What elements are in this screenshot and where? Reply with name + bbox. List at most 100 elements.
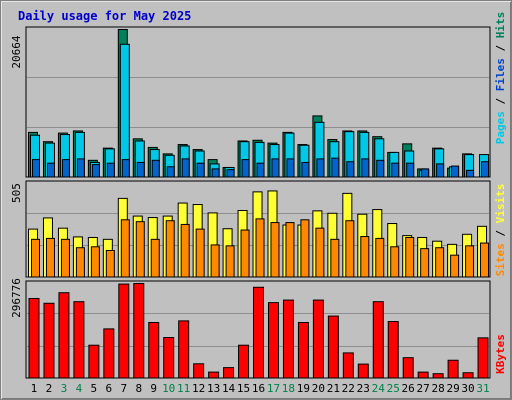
kbytes-bar [327, 315, 339, 379]
legend-separator: / [494, 230, 507, 237]
chart-title: Daily usage for May 2025 [18, 9, 191, 23]
kbytes-bar [178, 320, 190, 379]
pages-bar [346, 161, 355, 178]
kbytes-bar [253, 286, 265, 379]
pages-bar [136, 161, 145, 178]
kbytes-bar [432, 373, 444, 379]
top-panel-max-label: 20664 [10, 35, 23, 68]
pages-bar [166, 166, 175, 178]
pages-bar [241, 159, 250, 178]
day-label: 14 [222, 382, 236, 395]
sites-bar [420, 248, 430, 278]
pages-bar [226, 169, 235, 178]
sites-bar [345, 220, 355, 278]
legend-pages-files-hits: Pages / Files / Hits [494, 12, 507, 145]
kbytes-bar [103, 328, 115, 379]
pages-bar [196, 162, 205, 178]
kbytes-bar [372, 301, 384, 379]
kbytes-bar [477, 337, 489, 379]
kbytes-bar [163, 337, 175, 379]
pages-bar [76, 158, 85, 178]
sites-bar [465, 245, 475, 278]
legend-kbytes-label: KBytes [494, 334, 507, 374]
kbytes-bar [73, 301, 85, 379]
pages-bar [406, 162, 415, 178]
sites-bar [120, 219, 130, 278]
day-label: 8 [135, 382, 142, 395]
pages-bar [301, 161, 310, 178]
legend-pages: Pages [494, 111, 507, 144]
kbytes-bar [342, 352, 354, 379]
day-label: 18 [282, 382, 295, 395]
day-label: 31 [476, 382, 489, 395]
sites-bar [135, 221, 145, 278]
kbytes-bar [208, 371, 220, 379]
sites-bar [300, 219, 310, 278]
sites-bar [435, 247, 445, 278]
kbytes-bar [43, 302, 55, 379]
kbytes-bar [88, 344, 100, 379]
sites-bar [90, 246, 100, 278]
day-label: 10 [162, 382, 175, 395]
pages-bar [271, 158, 280, 178]
pages-bar [286, 158, 295, 178]
day-label: 24 [372, 382, 386, 395]
legend-sites-visits: Sites / Visits [494, 184, 507, 277]
pages-bar [466, 169, 475, 178]
kbytes-bar [312, 299, 324, 379]
day-label: 23 [357, 382, 370, 395]
kbytes-bar [28, 297, 40, 379]
pages-bar [331, 157, 340, 178]
day-label: 12 [192, 382, 205, 395]
day-label: 25 [387, 382, 400, 395]
day-label: 17 [267, 382, 280, 395]
panel-hits-files-pages [25, 26, 491, 178]
kbytes-bar [223, 367, 235, 379]
kbytes-bar [402, 357, 414, 379]
kbytes-bar [447, 359, 459, 379]
pages-bar [181, 158, 190, 178]
kbytes-bar [133, 283, 145, 379]
kbytes-bar [148, 321, 160, 379]
pages-bar [106, 162, 115, 178]
kbytes-bar [417, 371, 429, 379]
day-label: 11 [177, 382, 190, 395]
sites-bar [285, 222, 295, 278]
day-label: 2 [46, 382, 53, 395]
sites-bar [225, 245, 235, 278]
sites-bar [330, 238, 340, 278]
day-label: 15 [237, 382, 250, 395]
middle-panel-max-label: 505 [10, 183, 23, 203]
day-label: 28 [431, 382, 444, 395]
pages-bar [436, 163, 445, 178]
panel-visits-sites [25, 180, 491, 278]
legend-kbytes: KBytes [494, 334, 507, 374]
day-label: 27 [417, 382, 430, 395]
legend-hits: Hits [494, 12, 507, 39]
panel-kbytes [25, 280, 491, 379]
day-label: 6 [106, 382, 113, 395]
pages-bar [46, 162, 55, 178]
sites-bar [390, 246, 400, 278]
day-label: 1 [31, 382, 38, 395]
pages-bar [391, 162, 400, 178]
day-label: 13 [207, 382, 220, 395]
day-label: 20 [312, 382, 325, 395]
files-bar [119, 43, 130, 178]
legend-separator: / [494, 98, 507, 105]
sites-bar [360, 236, 370, 278]
pages-bar [32, 159, 40, 178]
sites-bar [480, 242, 490, 278]
sites-bar [255, 218, 265, 278]
pages-bar [421, 168, 430, 178]
legend-separator: / [494, 45, 507, 52]
bottom-panel-max-label: 296776 [10, 278, 23, 318]
kbytes-bar [238, 344, 250, 379]
sites-bar [75, 247, 85, 278]
sites-bar [105, 250, 115, 278]
kbytes-bar [193, 363, 205, 379]
sites-bar [60, 238, 70, 278]
sites-bar [240, 229, 250, 278]
day-label: 29 [446, 382, 459, 395]
